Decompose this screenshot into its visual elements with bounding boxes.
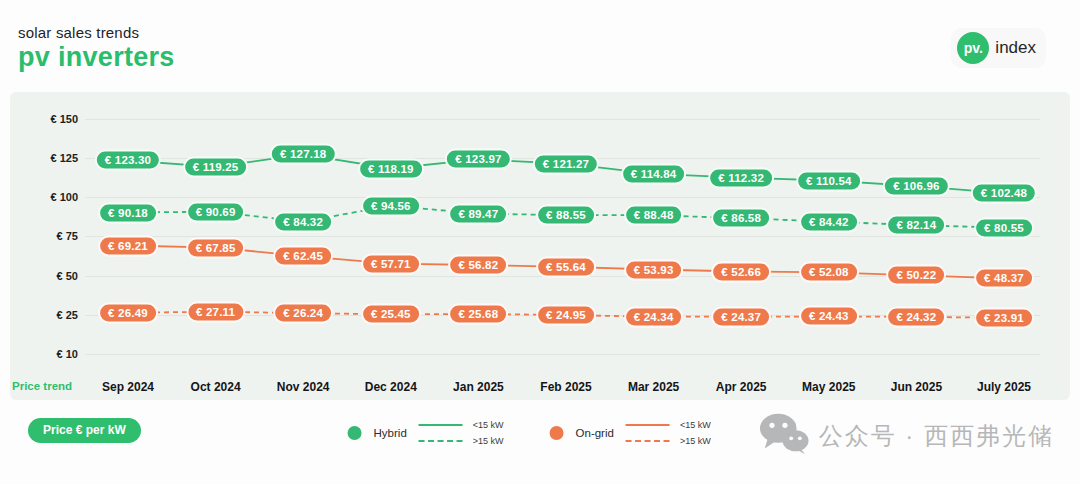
value-pill: € 26.24 xyxy=(273,303,333,324)
page-title: pv inverters xyxy=(18,42,175,73)
value-pill: € 27.11 xyxy=(186,301,245,322)
legend-entry-label: <15 kW xyxy=(680,420,711,430)
value-pill: € 24.34 xyxy=(624,306,684,327)
legend-entry: >15 kW xyxy=(626,436,711,446)
value-pill: € 25.45 xyxy=(361,304,421,325)
value-pill: € 90.18 xyxy=(98,202,158,223)
value-pill: € 52.66 xyxy=(711,261,771,282)
page: solar sales trends pv inverters pv. inde… xyxy=(0,0,1080,484)
legend-dot-icon xyxy=(550,426,564,440)
value-pill: € 123.97 xyxy=(445,149,511,170)
value-pill: € 121.27 xyxy=(533,153,599,174)
value-pill: € 69.21 xyxy=(98,235,158,256)
value-pill: € 56.82 xyxy=(449,254,509,275)
pv-logo-icon: pv. xyxy=(957,32,989,64)
watermark: 公众号 · 西西弗光储 xyxy=(759,412,1054,460)
dashed-line-sample-icon xyxy=(626,440,670,442)
chart-subtitle: solar sales trends xyxy=(18,24,175,41)
value-pill: € 55.64 xyxy=(536,256,596,277)
value-pill: € 24.95 xyxy=(536,305,596,326)
value-pill: € 57.71 xyxy=(361,253,421,274)
value-pill: € 89.47 xyxy=(449,203,509,224)
chart-legend: Hybrid <15 kW >15 kW On-grid <15 kW >15 kW xyxy=(348,420,711,446)
value-pill: € 53.93 xyxy=(624,259,684,280)
value-pill: € 24.43 xyxy=(799,306,859,327)
value-pill: € 127.18 xyxy=(270,144,336,165)
legend-entry-label: <15 kW xyxy=(473,420,504,430)
value-pill: € 24.32 xyxy=(887,306,947,327)
title-block: solar sales trends pv inverters xyxy=(18,24,175,73)
value-pill: € 25.68 xyxy=(449,303,509,324)
value-pill: € 110.54 xyxy=(796,170,862,191)
legend-dot-icon xyxy=(348,426,362,440)
value-pill: € 114.84 xyxy=(621,163,687,184)
legend-entry: <15 kW xyxy=(626,420,711,430)
value-pill: € 84.42 xyxy=(799,211,859,232)
value-pill: € 23.91 xyxy=(974,307,1034,328)
value-pill: € 84.32 xyxy=(273,211,333,232)
value-pill: € 67.85 xyxy=(186,237,246,258)
value-pill: € 88.55 xyxy=(536,205,596,226)
value-pill: € 88.48 xyxy=(624,205,684,226)
value-pill: € 94.56 xyxy=(361,195,421,216)
value-pill: € 102.48 xyxy=(971,183,1037,204)
legend-group-label: Hybrid xyxy=(374,427,407,439)
legend-group-label: On-grid xyxy=(576,427,614,439)
value-pill: € 82.14 xyxy=(887,215,947,236)
value-pill: € 52.08 xyxy=(799,262,859,283)
logo-suffix: index xyxy=(995,38,1036,58)
value-pill: € 80.55 xyxy=(974,217,1034,238)
wechat-icon xyxy=(759,412,809,460)
legend-entry: >15 kW xyxy=(419,436,504,446)
value-pill: € 112.32 xyxy=(708,167,774,188)
value-pill: € 90.69 xyxy=(186,201,246,222)
value-pill: € 24.37 xyxy=(711,306,771,327)
value-pill: € 118.19 xyxy=(358,158,424,179)
legend-entry: <15 kW xyxy=(419,420,504,430)
value-pill: € 26.49 xyxy=(98,302,158,323)
legend-entry-label: >15 kW xyxy=(680,436,711,446)
value-pill: € 119.25 xyxy=(183,156,249,177)
chart-panel: € 150€ 125€ 100€ 75€ 50€ 25€ 10 € 123.30… xyxy=(10,92,1070,400)
price-unit-badge: Price € per kW xyxy=(28,418,141,443)
dashed-line-sample-icon xyxy=(419,440,463,442)
value-pill: € 106.96 xyxy=(883,176,949,197)
pv-index-logo: pv. index xyxy=(951,28,1046,68)
solid-line-sample-icon xyxy=(419,424,463,426)
value-pill: € 86.58 xyxy=(711,208,771,229)
legend-group-on-grid: On-grid <15 kW >15 kW xyxy=(550,420,711,446)
value-pill: € 48.37 xyxy=(974,268,1034,289)
solid-line-sample-icon xyxy=(626,424,670,426)
value-pill: € 62.45 xyxy=(273,246,333,267)
value-pill: € 50.22 xyxy=(887,265,947,286)
legend-group-hybrid: Hybrid <15 kW >15 kW xyxy=(348,420,504,446)
series-lines xyxy=(10,92,1070,400)
legend-entry-label: >15 kW xyxy=(473,436,504,446)
value-pill: € 123.30 xyxy=(95,150,161,171)
watermark-text: 公众号 · 西西弗光储 xyxy=(819,420,1054,452)
